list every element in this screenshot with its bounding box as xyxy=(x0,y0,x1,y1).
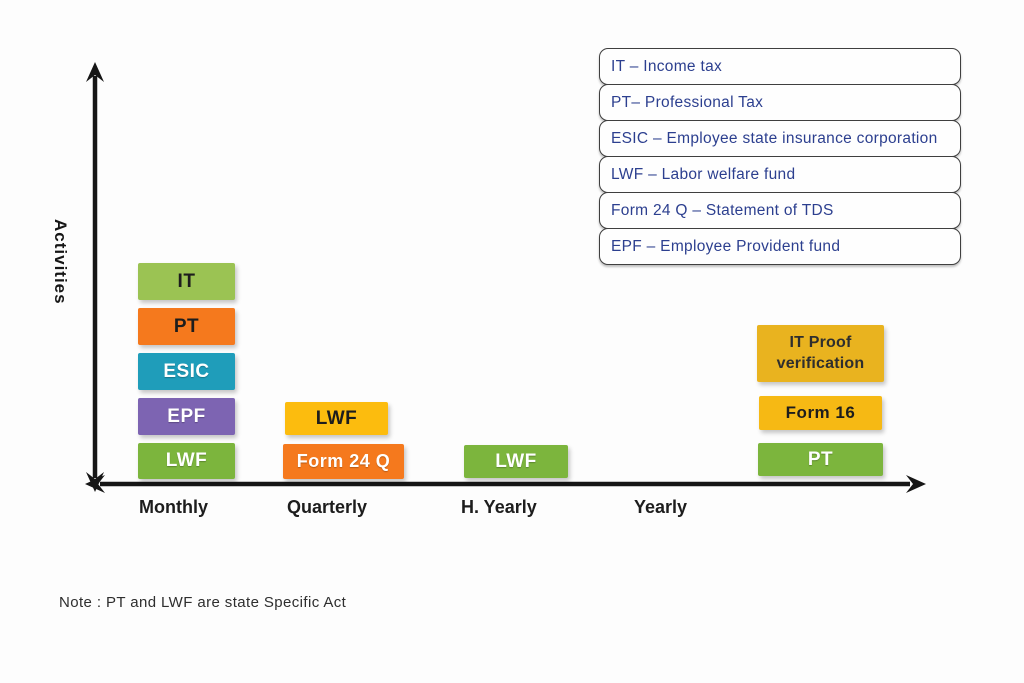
activity-box-yearly-pt: PT xyxy=(758,443,883,476)
activity-box-monthly-lwf: LWF xyxy=(138,443,235,479)
x-axis-label-quarterly: Quarterly xyxy=(287,497,368,517)
legend-item-pt: PT– Professional Tax xyxy=(599,84,961,121)
y-axis-arrow-up-icon xyxy=(86,62,104,82)
x-axis-label-monthly: Monthly xyxy=(139,497,208,517)
legend-item-esic: ESIC – Employee state insurance corporat… xyxy=(599,120,961,157)
legend-item-epf: EPF – Employee Provident fund xyxy=(599,228,961,265)
activity-box-monthly-it: IT xyxy=(138,263,235,300)
legend-item-text: PT– Professional Tax xyxy=(611,93,764,111)
legend-item-text: EPF – Employee Provident fund xyxy=(611,237,841,255)
activity-box-monthly-epf: EPF xyxy=(138,398,235,435)
x-axis-label-yearly: Yearly xyxy=(634,497,688,517)
x-axis-arrow-left-icon xyxy=(85,475,105,493)
legend-item-text: IT – Income tax xyxy=(611,57,723,75)
activity-box-yearly-form16: Form 16 xyxy=(759,396,882,430)
x-axis-arrow-right-icon xyxy=(906,475,926,493)
legend-item-text: LWF – Labor welfare fund xyxy=(611,165,796,183)
activity-box-halfyearly-lwf: LWF xyxy=(464,445,568,478)
legend-item-lwf: LWF – Labor welfare fund xyxy=(599,156,961,193)
activity-box-monthly-pt: PT xyxy=(138,308,235,345)
legend-item-text: ESIC – Employee state insurance corporat… xyxy=(611,129,938,147)
x-axis-label-half-yearly: H. Yearly xyxy=(461,497,537,517)
activity-box-quarterly-form24q: Form 24 Q xyxy=(283,444,404,479)
activity-box-quarterly-lwf: LWF xyxy=(285,402,388,435)
note-text: Note : PT and LWF are state Specific Act xyxy=(59,594,347,611)
y-axis-label: Activities xyxy=(51,219,70,305)
legend: IT – Income tax PT– Professional Tax ESI… xyxy=(599,48,961,265)
legend-item-text: Form 24 Q – Statement of TDS xyxy=(611,201,834,219)
activity-box-monthly-esic: ESIC xyxy=(138,353,235,390)
activity-box-yearly-it-proof: IT Proof verification xyxy=(757,325,884,382)
legend-item-form24q: Form 24 Q – Statement of TDS xyxy=(599,192,961,229)
legend-item-it: IT – Income tax xyxy=(599,48,961,85)
